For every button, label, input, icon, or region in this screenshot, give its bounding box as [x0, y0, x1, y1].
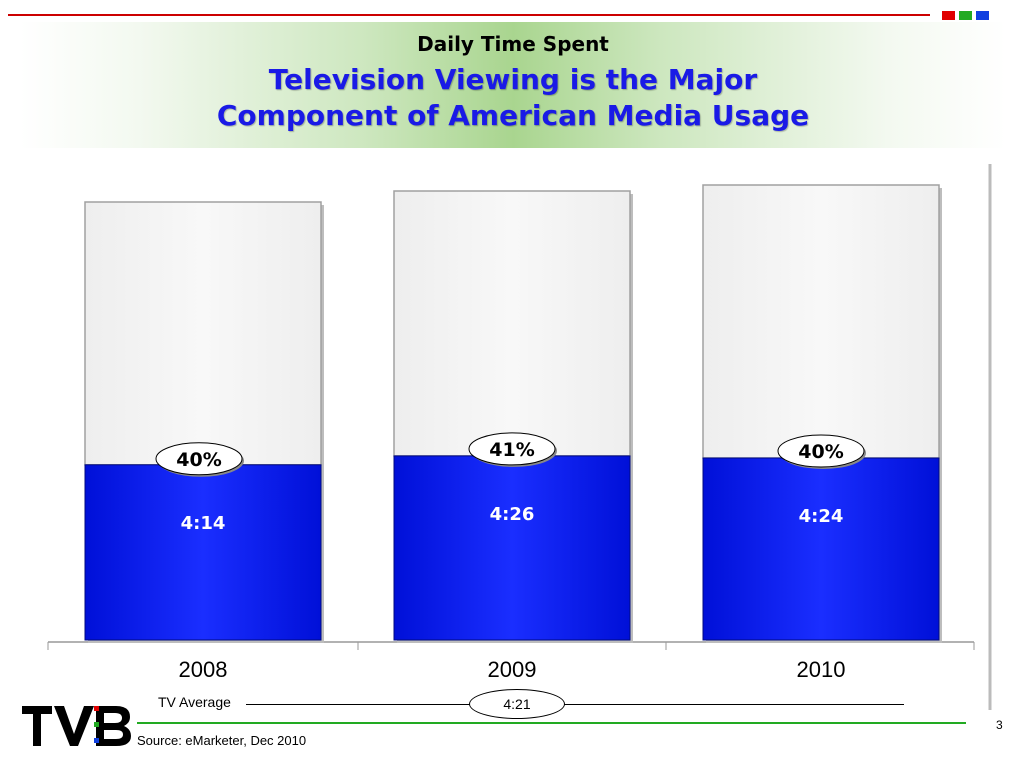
pct-label: 40%	[798, 441, 843, 463]
title-line-2: Component of American Media Usage	[216, 99, 810, 132]
blue-square-icon	[976, 11, 989, 20]
tvb-logo	[22, 706, 131, 746]
pct-label: 40%	[176, 449, 221, 471]
pct-oval	[777, 434, 865, 468]
x-tick-label: 2010	[797, 657, 846, 682]
bar-other-media	[702, 184, 940, 459]
bar-value-label: 4:24	[799, 506, 844, 527]
green-square-icon	[959, 11, 972, 20]
source-note: Source: eMarketer, Dec 2010	[137, 733, 307, 748]
bar-tv-viewing	[84, 464, 322, 641]
slide-title: Television Viewing is the Major Componen…	[20, 62, 1006, 134]
x-tick-label: 2008	[179, 657, 228, 682]
page-number: 3	[996, 718, 1003, 732]
x-tick-label: 2009	[488, 657, 537, 682]
bar-other-media	[84, 201, 322, 466]
bar-value-label: 4:26	[490, 504, 535, 525]
slide-subtitle: Daily Time Spent	[417, 32, 609, 56]
pct-oval	[155, 442, 243, 476]
tv-average-line-right	[563, 704, 904, 705]
bar-value-label: 4:14	[181, 513, 226, 534]
title-line-1: Television Viewing is the Major	[268, 63, 758, 96]
bottom-green-rule	[137, 722, 966, 724]
bar-tv-viewing	[393, 455, 631, 641]
title-banner: Daily Time Spent Television Viewing is t…	[20, 22, 1006, 148]
bar-tv-viewing	[702, 457, 940, 641]
pct-label: 41%	[489, 439, 534, 461]
tv-average-line-left	[246, 704, 470, 705]
tv-average-label: TV Average	[158, 694, 231, 710]
red-square-icon	[942, 11, 955, 20]
bar-other-media	[393, 190, 631, 457]
tv-average-value: 4:21	[469, 689, 565, 719]
top-red-rule	[8, 14, 930, 16]
pct-oval	[468, 432, 556, 466]
